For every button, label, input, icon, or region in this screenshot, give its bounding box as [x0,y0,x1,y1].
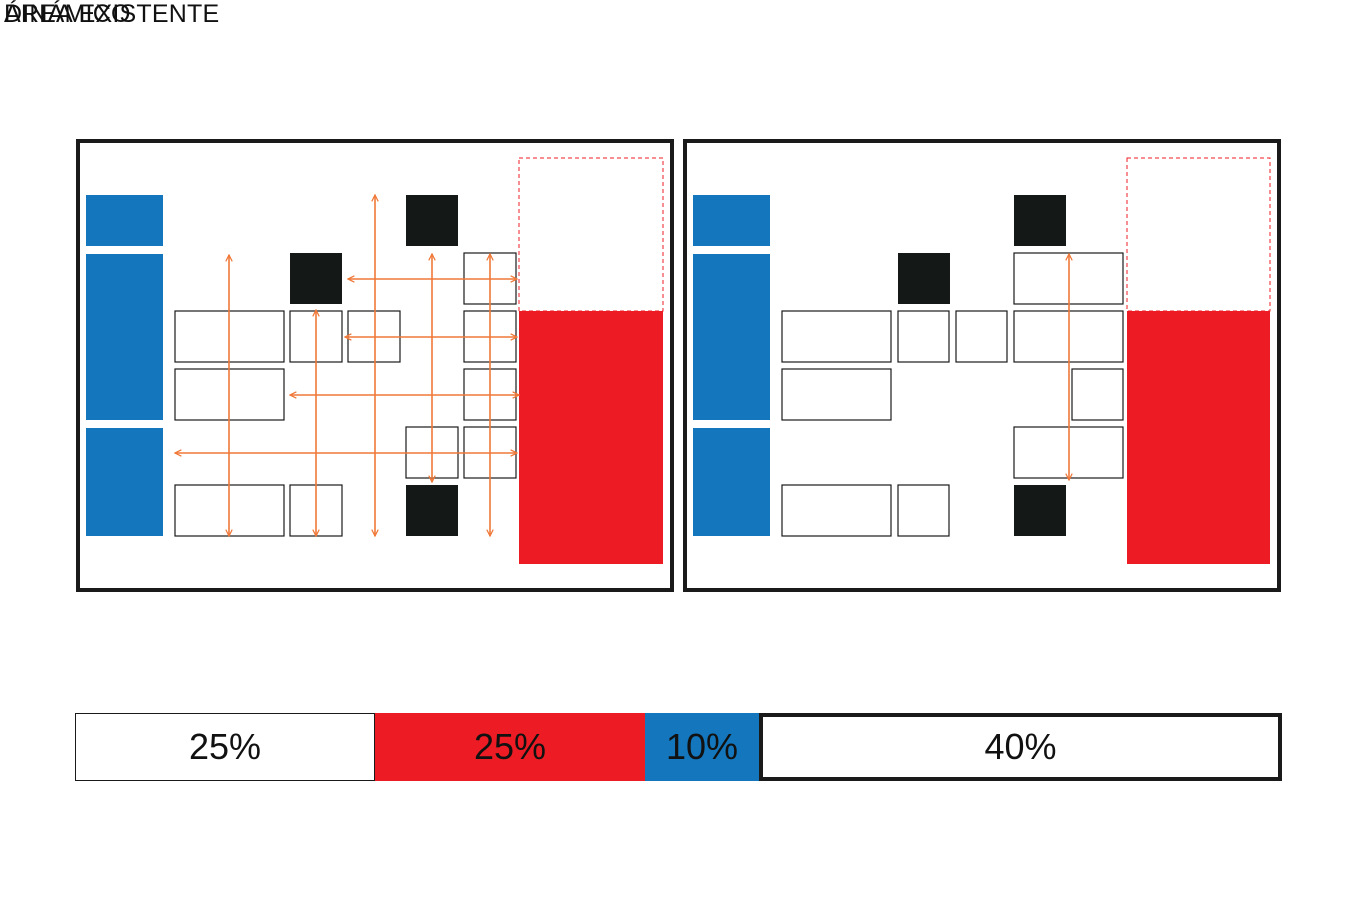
desk [781,368,892,421]
black-square [898,253,950,304]
blue-block [693,428,770,536]
blue-block [86,195,163,246]
area-bar-label: 25% [188,726,262,767]
area-bar-segment: 25% [375,713,645,781]
desk [1071,368,1124,421]
red-area [519,311,663,564]
blue-block [693,195,770,246]
area-distribution-bar: 25% 25% 10% 40% [75,713,1282,781]
red-area [1127,311,1270,564]
area-bar-segment: 10% [645,713,759,781]
red-area-dashed-outline [1126,157,1271,312]
desk [781,484,892,537]
black-square [290,253,342,304]
area-section-title: ÁREA EXISTENTE [4,0,220,28]
page-title: DINÁMICO [4,0,131,28]
desk [897,484,950,537]
desk [781,310,892,363]
red-area-dashed-outline [518,157,664,312]
area-bar-label: 10% [665,726,739,767]
plan-frame [76,139,674,592]
black-square [1014,195,1066,246]
area-bar-segment: 40% [759,713,1282,781]
plan-left [76,139,674,592]
desk [897,310,950,363]
plan-right [683,139,1281,592]
area-bar-label: 40% [984,726,1057,767]
blue-block [86,254,163,420]
area-bar-label: 25% [473,726,547,767]
black-square [406,195,458,246]
plan-frame [683,139,1281,592]
area-bar-segment: 25% [75,713,375,781]
black-square [406,485,458,536]
desk [955,310,1008,363]
blue-block [693,254,770,420]
blue-block [86,428,163,536]
black-square [1014,485,1066,536]
